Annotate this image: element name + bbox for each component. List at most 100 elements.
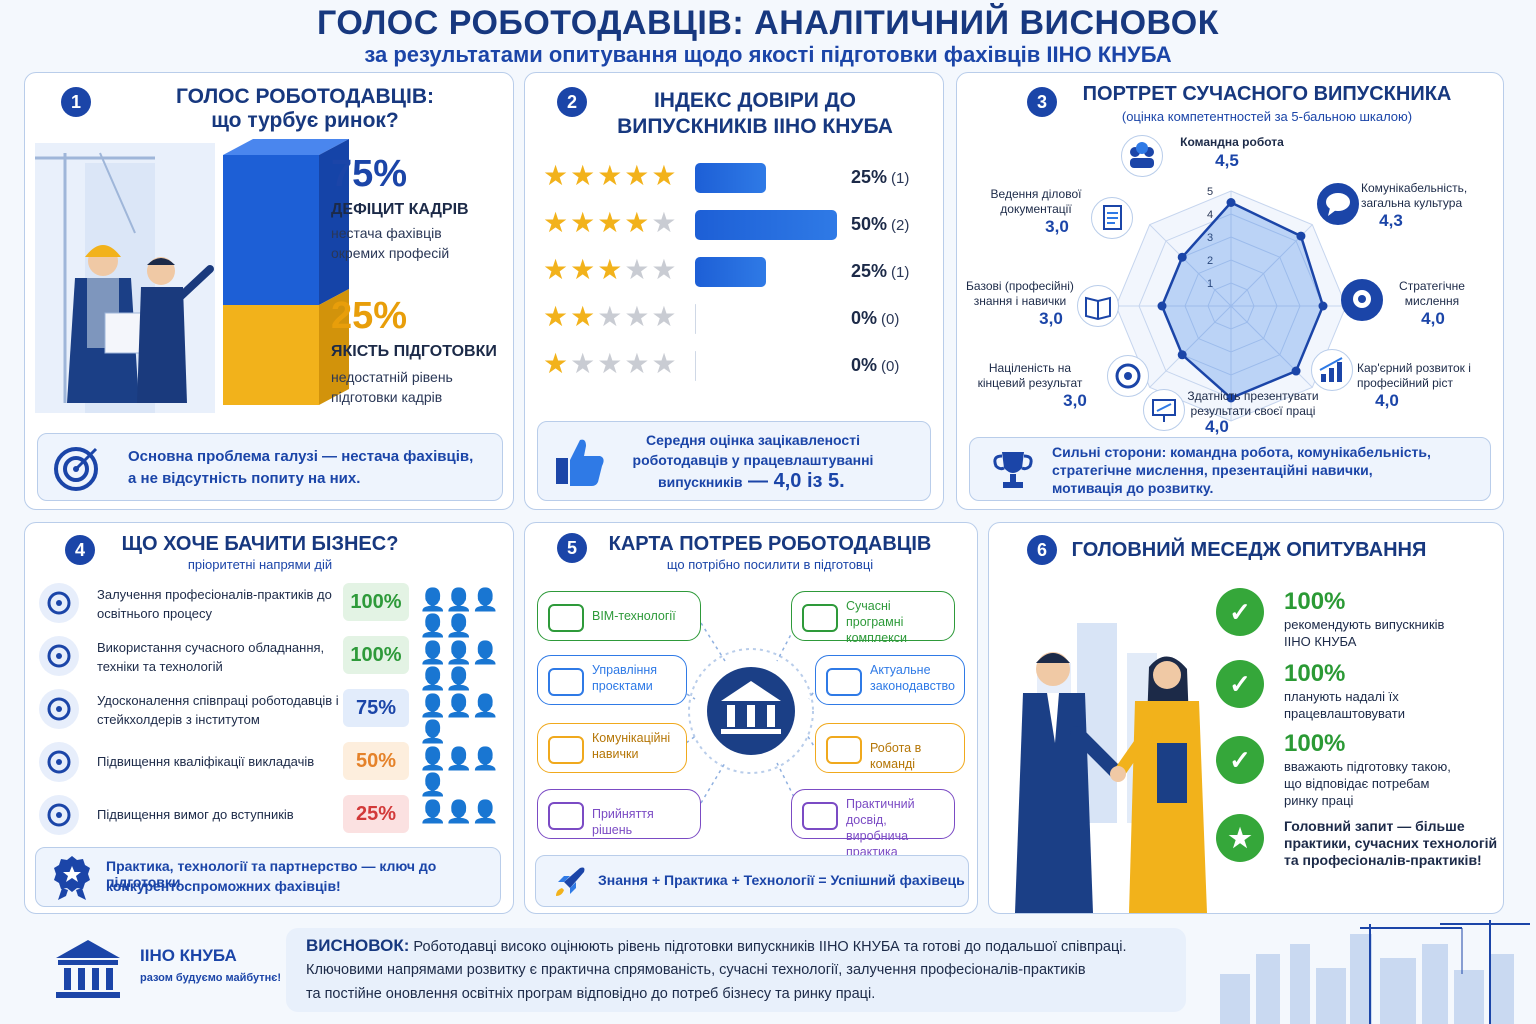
panel5-callout: Знання + Практика + Технології = Успішни…: [535, 855, 969, 907]
panel3-callout-line3: мотивація до розвитку.: [1052, 480, 1214, 496]
rating-count: (1): [891, 170, 910, 187]
priority-percent: 50%: [343, 742, 409, 780]
graduation-cap-icon: [39, 742, 79, 782]
priority-row: Удосконалення співпраці роботодавців і с…: [35, 687, 505, 744]
conclusion-box: [286, 928, 1186, 1012]
need-node: Управління проєктами: [537, 655, 687, 705]
message-text: ІІНО КНУБА: [1284, 634, 1357, 649]
conclusion-line3: та постійне оновлення освітніх програм в…: [306, 986, 876, 1002]
panel-subtitle: (оцінка компетентностей за 5-бальною шка…: [1121, 109, 1413, 124]
rating-percent: 0%: [851, 308, 878, 328]
panel2-callout-score: — 4,0 із 5.: [742, 470, 845, 492]
axis-value-career: 4,0: [1375, 391, 1399, 410]
panel-number: 2: [557, 87, 587, 117]
panel-title: ГОЛОВНИЙ МЕСЕДЖ ОПИТУВАННЯ: [1071, 539, 1427, 561]
target-result-icon: [1107, 355, 1149, 397]
axis-label-knowledge: Базові (професійні) знання і навички: [966, 279, 1074, 308]
rating-stars: ★★★★★: [543, 301, 679, 332]
checklist-icon: [39, 795, 79, 835]
radar-chart: 1 2 3 4 5: [1115, 186, 1347, 422]
panel2-callout: Середня оцінка зацікавленості роботодавц…: [537, 421, 931, 501]
panel1-callout-line1: Основна проблема галузі — нестача фахівц…: [128, 448, 474, 465]
need-node: Практичний досвід, виробнича практика: [791, 789, 955, 859]
radar-axis-line: [1149, 224, 1232, 307]
team-icon: [1121, 135, 1163, 177]
hard-hat-icon: [802, 802, 838, 830]
panel2-callout-line2: роботодавців у працевлаштуванні: [632, 452, 874, 468]
message-percent: 100%: [1284, 660, 1346, 687]
deficit-percent: 75%: [331, 153, 408, 195]
priority-row: Підвищення кваліфікації викладачів 50% 👤👤👤…: [35, 740, 505, 797]
panel4-callout: Практика, технології та партнерство — кл…: [35, 847, 501, 907]
panel4-callout-line2: конкурентоспроможних фахівців!: [106, 878, 341, 894]
strategy-head-icon: [1341, 279, 1383, 321]
axis-label-career: Кар'єрний розвиток і професійний ріст: [1357, 361, 1471, 390]
panel-title-line2: що турбує ринок?: [211, 109, 399, 132]
logo-slogan: разом будуємо майбутнє!: [140, 972, 282, 984]
software-icon: [802, 604, 838, 632]
book-icon: [1077, 285, 1119, 327]
need-node: Комунікаційні навички: [537, 723, 687, 773]
rating-bar: [695, 257, 766, 287]
conclusion-label: ВИСНОВОК:: [306, 936, 410, 955]
growth-chart-icon: [1311, 349, 1353, 391]
need-node-label: Управління проєктами: [592, 663, 658, 693]
axis-value-team: 4,5: [1215, 151, 1239, 170]
message-item: 100% рекомендують випускників ІІНО КНУБА: [1284, 588, 1444, 650]
handshake-icon: [39, 689, 79, 729]
people-icons: 👤👤👤: [419, 799, 499, 824]
priority-text: Удосконалення співпраці роботодавців і с…: [97, 693, 339, 727]
check-icon: ✓: [1216, 660, 1264, 708]
law-scales-icon: [826, 668, 862, 696]
panel3-callout-line1: Сильні сторони: командна робота, комунік…: [1052, 444, 1431, 460]
people-icons: 👤👤👤👤: [419, 746, 499, 797]
panel-needs-map: 5 КАРТА ПОТРЕБ РОБОТОДАВЦІВ що потрібно …: [524, 522, 978, 914]
final-request: Головний запит — більше практики, сучасн…: [1284, 818, 1497, 869]
need-node-label: Сучасні програмні комплекси: [846, 599, 908, 645]
priority-text: Використання сучасного обладнання, техні…: [97, 640, 325, 674]
axis-value-result: 3,0: [1063, 391, 1087, 410]
rating-value-label: 0% (0): [851, 355, 899, 376]
panel5-callout-text: Знання + Практика + Технології = Успішни…: [598, 872, 965, 888]
panel-title: ЩО ХОЧЕ БАЧИТИ БІЗНЕС?: [121, 533, 399, 555]
quality-label: ЯКІСТЬ ПІДГОТОВКИ: [331, 343, 497, 360]
radar-scale-label: 4: [1207, 209, 1213, 221]
panel-title-line1: ГОЛОС РОБОТОДАВЦІВ:: [176, 85, 434, 108]
rating-value-label: 25% (1): [851, 261, 909, 282]
star-badge-icon: ★: [1216, 814, 1264, 862]
rating-count: (2): [891, 217, 910, 234]
panel-graduate-portrait: 3 ПОРТРЕТ СУЧАСНОГО ВИПУСКНИКА (оцінка к…: [956, 72, 1504, 510]
panel-number: 5: [557, 533, 587, 563]
axis-value-presentation: 4,0: [1205, 417, 1229, 436]
conclusion-line2: Ключовими напрямами розвитку є практична…: [306, 962, 1086, 978]
panel1-callout: Основна проблема галузі — нестача фахівц…: [37, 433, 503, 501]
axis-label-result: Націленість на кінцевий результат: [977, 361, 1083, 390]
rating-bar: [695, 304, 696, 334]
message-text: ринку праці: [1284, 793, 1354, 808]
panel-number: 4: [65, 535, 95, 565]
communication-icon: [548, 736, 584, 764]
quality-desc-2: підготовки кадрів: [331, 389, 443, 405]
panel4-callout-line1: Практика, технології та партнерство — кл…: [106, 858, 437, 890]
need-node-label: BIM-технології: [592, 609, 676, 623]
handshake-illustration: [1015, 623, 1207, 913]
institute-logo-icon: [56, 940, 120, 998]
panel-main-message: 6 ГОЛОВНИЙ МЕСЕДЖ ОПИТУВАННЯ: [988, 522, 1504, 914]
rating-bar: [695, 163, 766, 193]
monitor-chart-icon: [39, 636, 79, 676]
need-node: Робота в команді: [815, 723, 965, 773]
radar-point: [1296, 231, 1306, 241]
priority-percent: 75%: [343, 689, 409, 727]
priority-row: Залучення професіоналів-практиків до осв…: [35, 581, 505, 638]
rating-count: (1): [891, 264, 910, 281]
medal-icon: [54, 856, 90, 900]
priority-percent: 25%: [343, 795, 409, 833]
people-icons: 👤👤👤👤👤: [419, 587, 499, 638]
rating-value-label: 50% (2): [851, 214, 909, 235]
panel-subtitle: пріоритетні напрями дій: [187, 557, 333, 572]
decision-icon: [548, 802, 584, 830]
rating-count: (0): [881, 358, 900, 375]
people-icons: 👤👤👤👤👤: [419, 640, 499, 691]
axis-value-communication: 4,3: [1379, 211, 1403, 230]
priority-row: Використання сучасного обладнання, техні…: [35, 634, 505, 691]
